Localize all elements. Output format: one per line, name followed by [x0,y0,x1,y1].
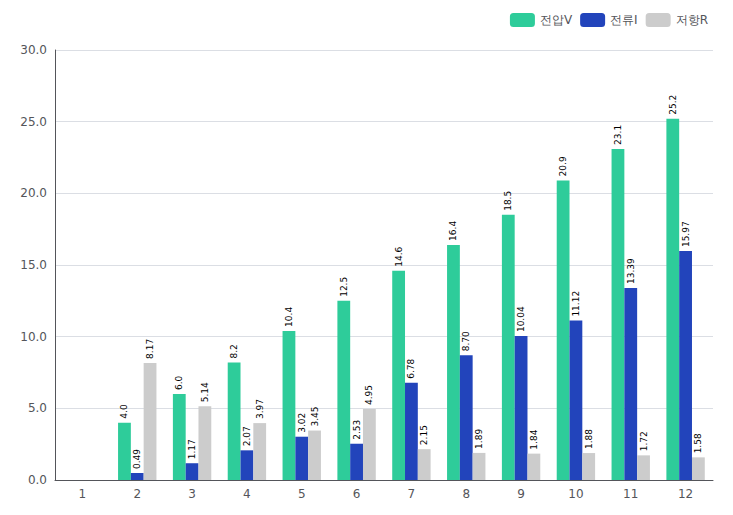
svg-text:10.4: 10.4 [284,307,294,327]
svg-text:3: 3 [188,487,196,501]
svg-text:16.4: 16.4 [448,221,458,241]
svg-text:10.0: 10.0 [20,330,47,344]
svg-text:0.49: 0.49 [132,449,142,469]
svg-text:7: 7 [408,487,416,501]
svg-text:12.5: 12.5 [339,277,349,297]
svg-text:저항R: 저항R [676,13,708,27]
svg-text:14.6: 14.6 [394,246,404,266]
svg-text:8.70: 8.70 [461,331,471,351]
svg-text:4: 4 [243,487,251,501]
svg-text:2: 2 [133,487,141,501]
svg-text:0.0: 0.0 [28,473,47,487]
svg-text:1.58: 1.58 [693,433,703,453]
svg-text:3.02: 3.02 [297,413,307,433]
svg-text:1.89: 1.89 [474,429,484,449]
svg-text:30.0: 30.0 [20,43,47,57]
svg-text:2.15: 2.15 [419,425,429,445]
svg-text:2.07: 2.07 [242,426,252,446]
svg-text:15.0: 15.0 [20,258,47,272]
svg-text:15.97: 15.97 [681,221,691,247]
svg-text:5.14: 5.14 [200,382,210,402]
svg-text:9: 9 [517,487,525,501]
svg-text:13.39: 13.39 [626,258,636,284]
svg-text:25.2: 25.2 [668,95,678,115]
svg-text:4.0: 4.0 [119,404,129,419]
svg-text:전압V: 전압V [540,13,573,27]
svg-text:20.0: 20.0 [20,186,47,200]
svg-text:18.5: 18.5 [503,191,513,211]
svg-text:2.53: 2.53 [352,420,362,440]
svg-text:3.97: 3.97 [255,399,265,419]
svg-text:1.88: 1.88 [584,429,594,449]
svg-text:전류I: 전류I [610,13,638,27]
svg-text:8.2: 8.2 [229,344,239,358]
svg-text:4.95: 4.95 [364,385,374,405]
svg-text:20.9: 20.9 [558,156,568,176]
svg-text:1.17: 1.17 [187,439,197,459]
svg-text:23.1: 23.1 [613,125,623,145]
svg-text:3.45: 3.45 [310,407,320,427]
svg-text:1.72: 1.72 [639,431,649,451]
svg-text:11: 11 [623,487,638,501]
svg-text:10.04: 10.04 [516,306,526,332]
svg-text:6: 6 [353,487,361,501]
svg-text:5: 5 [298,487,306,501]
svg-text:8.17: 8.17 [145,339,155,359]
svg-text:1: 1 [79,487,87,501]
svg-text:11.12: 11.12 [571,291,581,317]
svg-text:10: 10 [568,487,583,501]
svg-text:6.78: 6.78 [406,359,416,379]
svg-text:6.0: 6.0 [174,375,184,390]
svg-text:5.0: 5.0 [28,401,47,415]
svg-text:1.84: 1.84 [529,429,539,449]
svg-text:8: 8 [462,487,470,501]
svg-text:12: 12 [678,487,693,501]
svg-text:25.0: 25.0 [20,115,47,129]
